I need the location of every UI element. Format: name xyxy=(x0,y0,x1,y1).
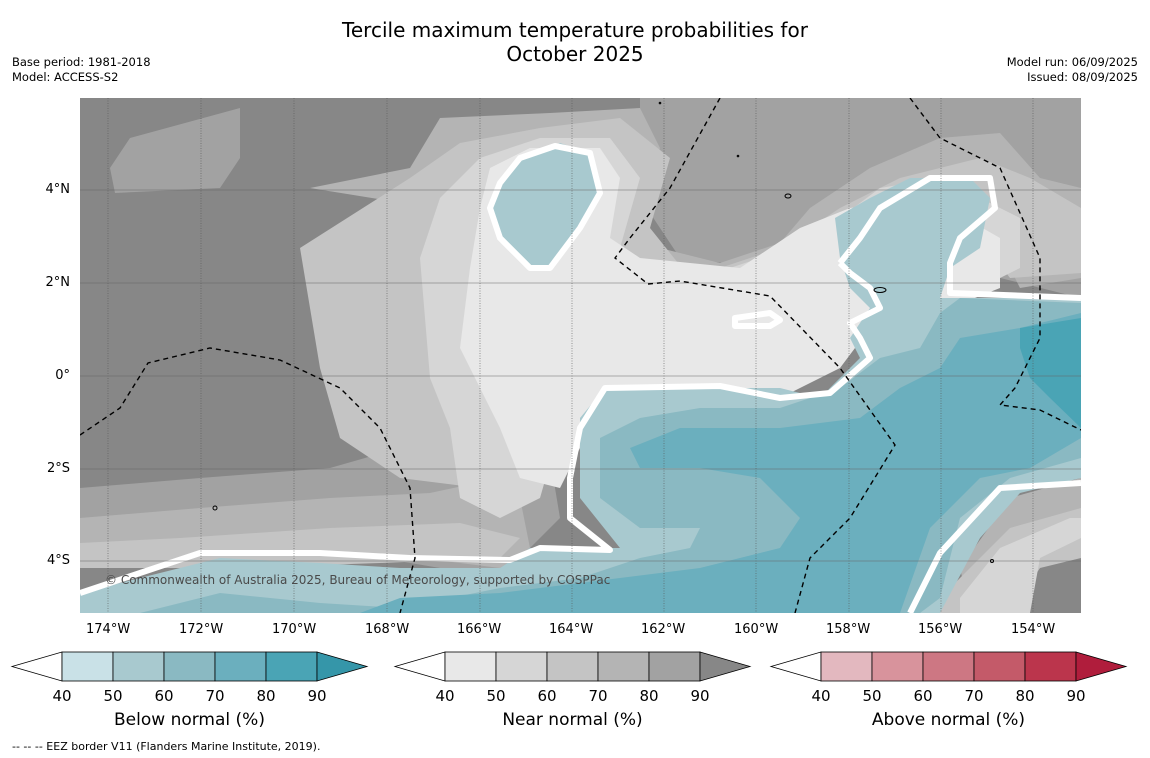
colorbar-segment xyxy=(546,651,599,682)
colorbar-high-extend xyxy=(316,651,369,682)
colorbar-segment xyxy=(444,651,497,682)
lat-label: 2°N xyxy=(45,275,71,290)
above-normal-caption: Above normal (%) xyxy=(871,710,1026,730)
near-normal-colorbar: 40 50 60 70 80 90 xyxy=(393,651,752,705)
contour-40-lines xyxy=(80,143,1081,613)
lat-label: 2°S xyxy=(46,461,70,476)
colorbar-segment xyxy=(214,651,267,682)
colorbar-tick-label: 60 xyxy=(154,687,173,705)
lon-label: 164°W xyxy=(549,622,594,637)
lon-label: 162°W xyxy=(641,622,686,637)
colorbar-tick-label: 40 xyxy=(52,687,71,705)
colorbar-tick-label: 40 xyxy=(811,687,830,705)
eez-borders xyxy=(80,98,1081,613)
colorbar-tick-label: 60 xyxy=(537,687,556,705)
colorbar-tick-label: 90 xyxy=(690,687,709,705)
right-metadata: Model run: 06/09/2025 Issued: 08/09/2025 xyxy=(1007,55,1138,85)
colorbar-tick-label: 90 xyxy=(1066,687,1085,705)
model-name: Model: ACCESS-S2 xyxy=(12,70,119,84)
colorbar-segment xyxy=(973,651,1026,682)
colorbar-tick-label: 50 xyxy=(103,687,122,705)
colorbar-tick-label: 70 xyxy=(588,687,607,705)
colorbar-tick-label: 50 xyxy=(486,687,505,705)
colorbar-segment xyxy=(495,651,548,682)
left-metadata: Base period: 1981-2018 Model: ACCESS-S2 xyxy=(12,55,151,85)
base-period: Base period: 1981-2018 xyxy=(12,55,151,69)
map-title: Tercile maximum temperature probabilitie… xyxy=(0,18,1150,66)
colorbar-segment xyxy=(922,651,975,682)
islands xyxy=(212,101,994,563)
title-line-2: October 2025 xyxy=(506,42,644,66)
probability-map xyxy=(80,98,1081,613)
colorbar-segment xyxy=(112,651,165,682)
colorbar-high-extend xyxy=(699,651,752,682)
colorbar-segment xyxy=(61,651,114,682)
colorbar-tick-label: 80 xyxy=(1015,687,1034,705)
colorbar-segment xyxy=(1024,651,1077,682)
colorbar-tick-label: 50 xyxy=(862,687,881,705)
colorbar-low-extend xyxy=(10,651,63,682)
colorbar-tick-label: 40 xyxy=(435,687,454,705)
lon-label: 174°W xyxy=(86,622,131,637)
graticule xyxy=(107,98,1034,613)
lat-label: 0° xyxy=(55,368,70,383)
lat-label: 4°N xyxy=(45,182,71,197)
colorbar-segment xyxy=(597,651,650,682)
colorbar-segment xyxy=(871,651,924,682)
colorbar-segment xyxy=(163,651,216,682)
lon-label: 168°W xyxy=(365,622,410,637)
near-normal-caption: Near normal (%) xyxy=(502,710,643,730)
colorbar-segment xyxy=(648,651,701,682)
below-normal-70-region xyxy=(360,313,1081,613)
lon-label: 154°W xyxy=(1011,622,1056,637)
lon-label: 160°W xyxy=(734,622,779,637)
legend-colorbars: 40 50 60 70 80 90 40 50 60 70 80 90 40 50 60 70 80 90 xyxy=(10,651,1128,705)
issued-date: Issued: 08/09/2025 xyxy=(1027,70,1138,84)
colorbar-tick-label: 80 xyxy=(256,687,275,705)
colorbar-tick-label: 70 xyxy=(205,687,224,705)
below-normal-colorbar: 40 50 60 70 80 90 xyxy=(10,651,369,705)
colorbar-low-extend xyxy=(769,651,822,682)
copyright-notice: © Commonwealth of Australia 2025, Bureau… xyxy=(105,573,611,587)
lon-label: 172°W xyxy=(179,622,224,637)
colorbar-tick-label: 80 xyxy=(639,687,658,705)
colorbar-tick-label: 70 xyxy=(964,687,983,705)
lon-label: 156°W xyxy=(918,622,963,637)
lon-label: 158°W xyxy=(826,622,871,637)
colorbar-high-extend xyxy=(1075,651,1128,682)
colorbar-tick-label: 90 xyxy=(307,687,326,705)
above-normal-colorbar: 40 50 60 70 80 90 xyxy=(769,651,1128,705)
colorbar-segment xyxy=(265,651,318,682)
lat-label: 4°S xyxy=(46,553,70,568)
eez-footnote: -- -- -- EEZ border V11 (Flanders Marine… xyxy=(12,740,321,753)
model-run: Model run: 06/09/2025 xyxy=(1006,55,1138,69)
lon-label: 166°W xyxy=(457,622,502,637)
below-normal-caption: Below normal (%) xyxy=(114,710,265,730)
below-normal-80-region xyxy=(1020,318,1081,428)
latitude-lines xyxy=(80,189,1081,562)
lon-label: 170°W xyxy=(272,622,317,637)
colorbar-segment xyxy=(820,651,873,682)
colorbar-low-extend xyxy=(393,651,446,682)
colorbar-tick-label: 60 xyxy=(913,687,932,705)
title-line-1: Tercile maximum temperature probabilitie… xyxy=(342,18,808,42)
